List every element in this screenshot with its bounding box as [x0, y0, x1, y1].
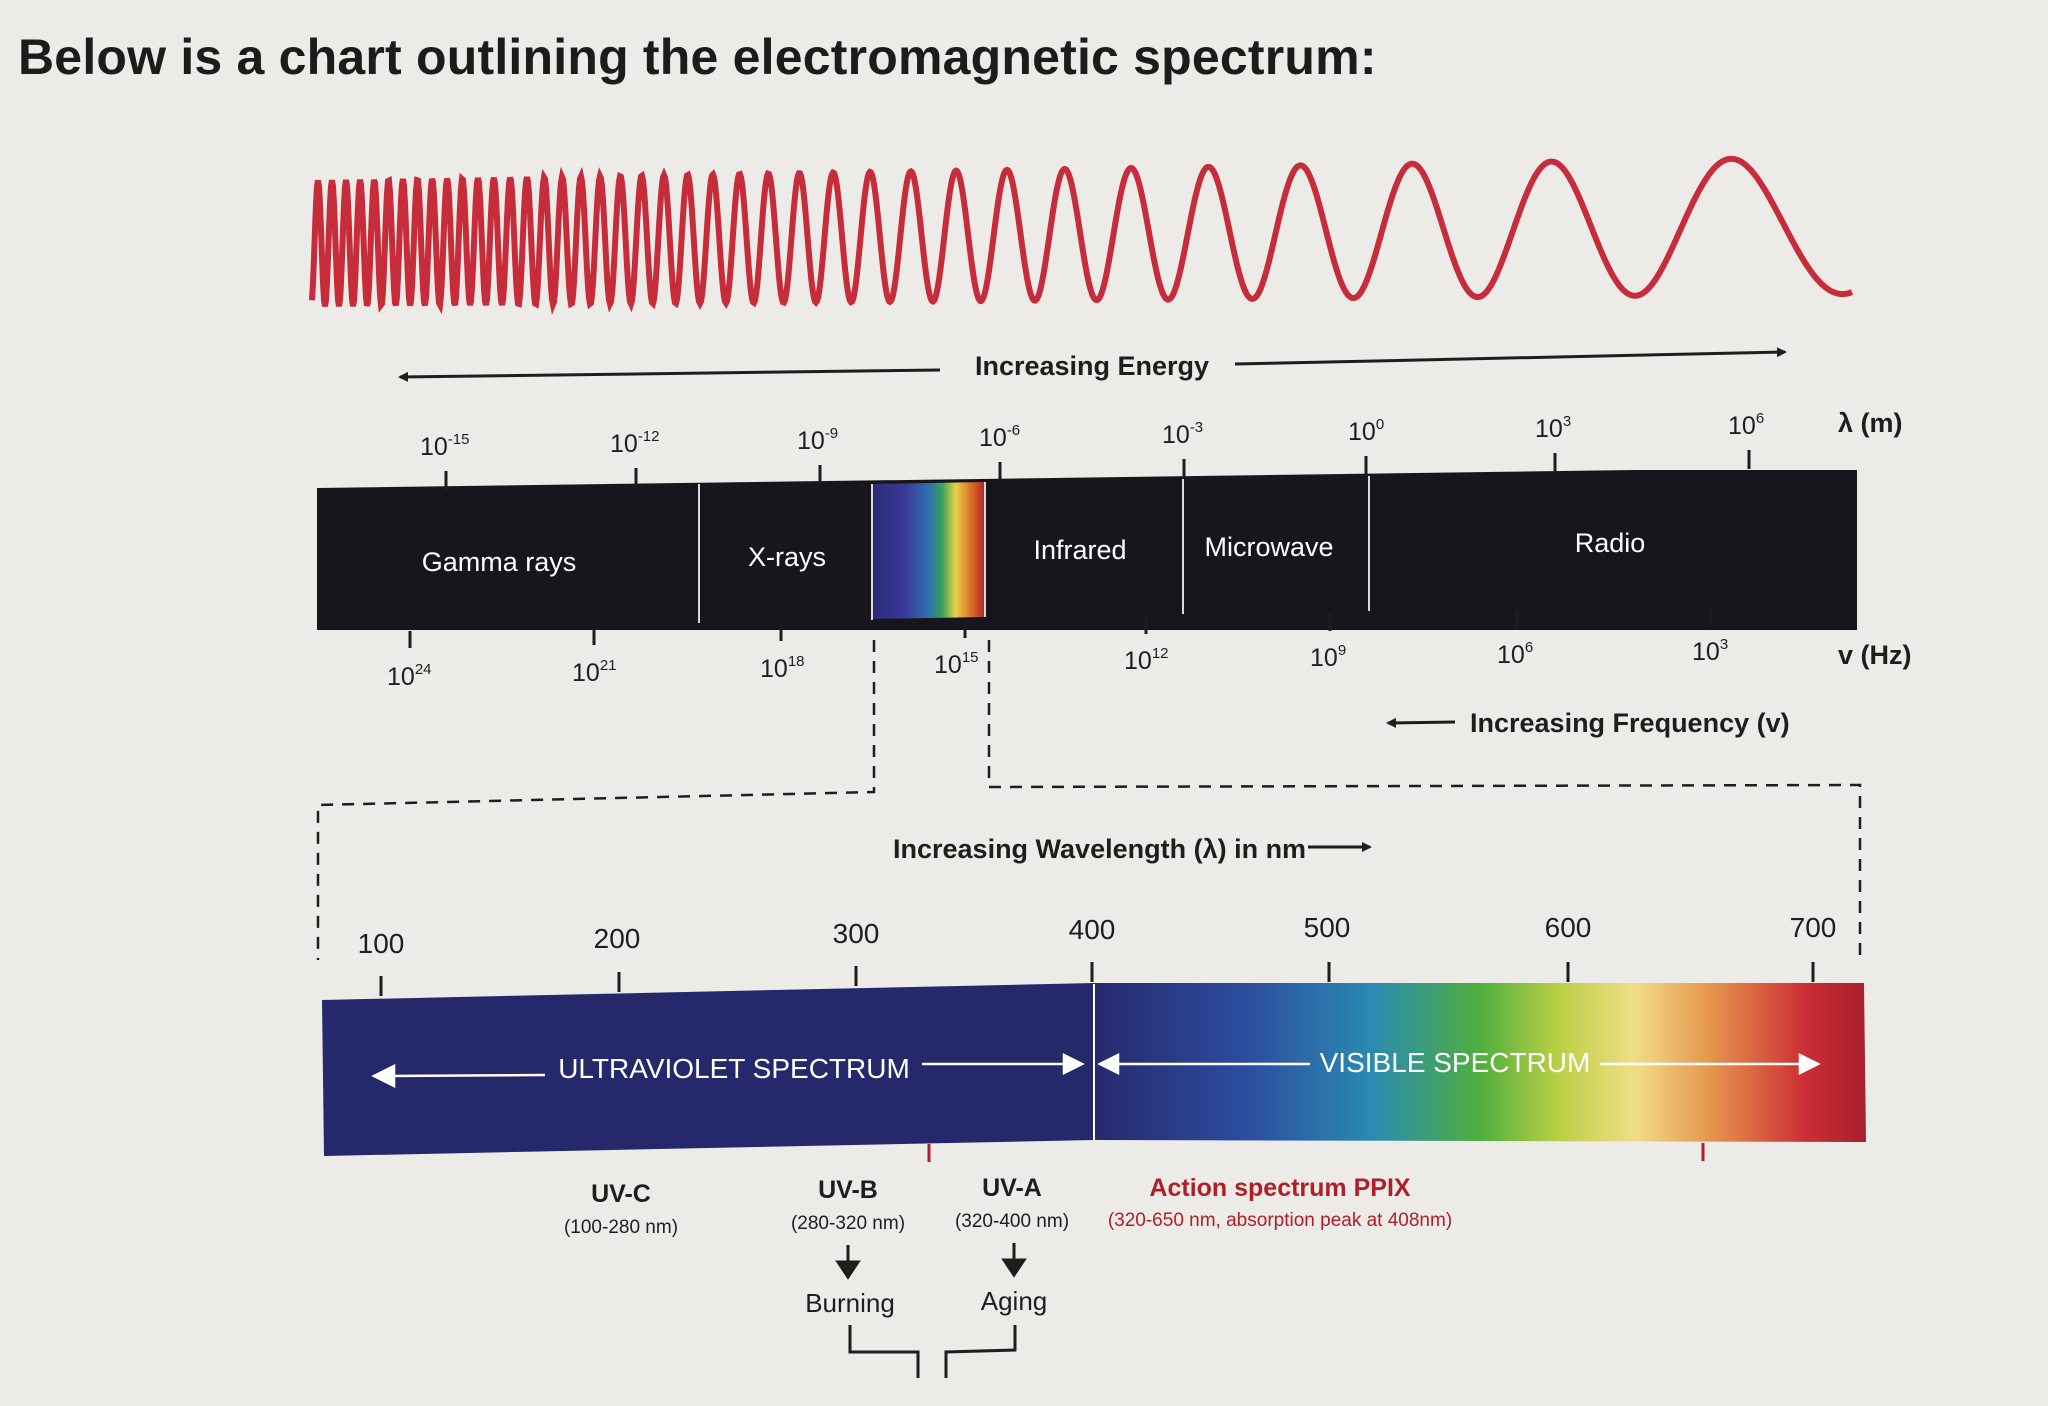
visible-band	[1094, 983, 1866, 1142]
nm-tick-label: 300	[833, 918, 880, 949]
frequency-tick-label: 106	[1497, 639, 1533, 669]
wavelength-ticks	[444, 450, 1751, 490]
uv-c-name: UV-C	[591, 1180, 651, 1208]
uv-a-effect: Aging	[981, 1286, 1048, 1316]
band-microwave: Microwave	[1204, 532, 1333, 562]
frequency-tick-label: 1024	[387, 661, 432, 691]
frequency-tick-label: 109	[1310, 642, 1346, 672]
wave-line	[309, 155, 1854, 316]
visible-slice	[872, 482, 985, 619]
band-skew-mask-top	[317, 467, 1857, 488]
wavelength-tick-label: 106	[1728, 410, 1764, 440]
frequency-tick-label: 1018	[760, 653, 805, 683]
nm-ticks	[379, 962, 1815, 996]
wavelength-tick-label: 10-6	[979, 422, 1020, 452]
ppix-marks	[927, 1143, 1705, 1162]
uv-arrows	[371, 1052, 1085, 1089]
frequency-tick-labels: 1024 1021 1018 1015 1012 109 106 103	[387, 636, 1728, 691]
uv-b-range: (280-320 nm)	[791, 1213, 905, 1234]
uv-c-range: (100-280 nm)	[564, 1217, 678, 1238]
frequency-tick-label: 1012	[1124, 645, 1169, 675]
visible-label: VISIBLE SPECTRUM	[1320, 1047, 1591, 1078]
nm-tick-label: 500	[1304, 912, 1351, 943]
energy-arrow-right	[1234, 347, 1787, 366]
wavelength-tick-label: 10-12	[610, 428, 660, 458]
effect-brackets	[848, 1325, 1017, 1378]
uv-a-range: (320-400 nm)	[955, 1211, 1069, 1232]
wavelength-tick-label: 103	[1535, 413, 1571, 443]
wavelength-unit-label: λ (m)	[1838, 408, 1903, 438]
frequency-unit-label: v (Hz)	[1838, 640, 1912, 670]
visible-arrows	[1097, 1052, 1821, 1076]
page-title: Below is a chart outlining the electroma…	[18, 29, 1377, 85]
nm-tick-label: 400	[1069, 914, 1116, 945]
energy-label: Increasing Energy	[975, 351, 1209, 381]
frequency-arrow	[1386, 717, 1456, 728]
wavelength-tick-label: 10-9	[797, 425, 838, 455]
frequency-tick-label: 1015	[934, 649, 979, 679]
uv-b-effect: Burning	[805, 1288, 895, 1318]
wavelength-tick-label: 10-15	[420, 431, 470, 461]
uv-a-name: UV-A	[982, 1174, 1042, 1202]
frequency-tick-label: 103	[1692, 636, 1728, 666]
ultraviolet-label: ULTRAVIOLET SPECTRUM	[558, 1053, 910, 1084]
band-dividers	[698, 476, 1370, 623]
nm-tick-label: 700	[1790, 912, 1837, 943]
energy-arrow-left	[398, 368, 941, 382]
nm-tick-label: 200	[594, 923, 641, 954]
zoom-connector-lines	[316, 640, 1862, 960]
nm-tick-label: 600	[1545, 912, 1592, 943]
em-band	[317, 470, 1857, 630]
nm-tick-labels: 100 200 300 400 500 600 700	[358, 912, 1837, 959]
ultraviolet-band	[322, 983, 1094, 1156]
uv-b-name: UV-B	[818, 1176, 878, 1204]
frequency-tick-label: 1021	[572, 657, 617, 687]
wavelength-nm-heading: Increasing Wavelength (λ) in nm	[893, 834, 1306, 864]
ppix-name: Action spectrum PPIX	[1149, 1174, 1410, 1202]
band-x-rays: X-rays	[748, 542, 826, 572]
effect-arrows	[835, 1243, 1027, 1280]
band-gamma-rays: Gamma rays	[422, 547, 577, 577]
band-radio: Radio	[1575, 528, 1646, 558]
ppix-range: (320-650 nm, absorption peak at 408nm)	[1108, 1210, 1452, 1231]
frequency-ticks	[408, 608, 1713, 648]
frequency-label: Increasing Frequency (v)	[1470, 708, 1790, 738]
nm-tick-label: 100	[358, 928, 405, 959]
wavelength-tick-labels: 10-15 10-12 10-9 10-6 10-3 100 103 106	[420, 410, 1764, 461]
band-infrared: Infrared	[1033, 535, 1126, 565]
wavelength-tick-label: 100	[1348, 416, 1384, 446]
wavelength-tick-label: 10-3	[1162, 419, 1203, 449]
